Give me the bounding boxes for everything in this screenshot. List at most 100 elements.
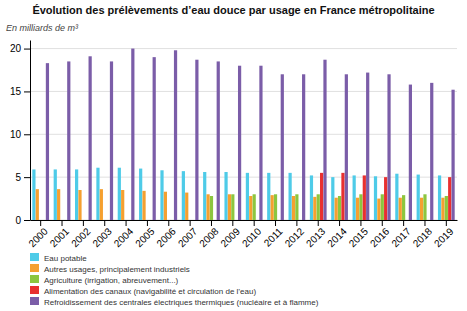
bar (402, 195, 405, 220)
bar (217, 61, 220, 220)
bar (277, 220, 280, 221)
y-axis-label: En milliards de m³ (6, 23, 79, 33)
bar (253, 194, 256, 220)
grid-line (30, 134, 457, 135)
x-tick-mark (147, 220, 148, 226)
bar (430, 83, 433, 220)
bars (32, 49, 454, 220)
bar (78, 190, 81, 220)
y-tick-mark (24, 177, 30, 178)
legend-label: Eau potable (44, 254, 87, 263)
x-tick-mark (126, 220, 127, 226)
bar (302, 74, 305, 220)
x-tick: 2012 (283, 220, 307, 249)
bar (203, 172, 206, 220)
bar (96, 168, 99, 220)
bar (224, 172, 227, 220)
chart-container: Évolution des prélèvements d’eau douce p… (0, 0, 467, 311)
legend-item: Eau potable (30, 253, 87, 263)
x-tick-label: 2008 (197, 225, 221, 249)
bar (128, 220, 131, 221)
x-tick-mark (446, 220, 447, 226)
bar (182, 171, 185, 220)
x-tick: 2004 (112, 220, 136, 249)
x-tick-mark (168, 220, 169, 226)
bar (338, 196, 341, 220)
bar (167, 220, 170, 221)
bar (107, 220, 110, 221)
x-tick-mark (104, 220, 105, 226)
x-tick-mark (211, 220, 212, 226)
chart-svg: Évolution des prélèvements d’eau douce p… (0, 0, 467, 311)
bar (238, 66, 241, 220)
legend-item: Agriculture (irrigation, abreuvement...) (30, 275, 179, 285)
y-tick-label: 5 (15, 172, 21, 183)
y-tick: 5 (15, 172, 30, 183)
legend-item: Autres usages, principalement industriel… (30, 264, 190, 274)
bar (451, 90, 454, 220)
x-tick-label: 2016 (368, 225, 392, 249)
x-tick-label: 2017 (389, 225, 413, 249)
bar (64, 220, 67, 221)
bar (259, 66, 262, 220)
bar (174, 50, 177, 220)
y-tick-mark (24, 91, 30, 92)
bar (85, 220, 88, 221)
bar (57, 189, 60, 220)
bar (381, 194, 384, 220)
x-tick-label: 2004 (112, 225, 136, 249)
bar (271, 195, 274, 220)
bar (121, 190, 124, 220)
grid-line (30, 91, 457, 92)
bar (235, 220, 238, 221)
bar (160, 170, 163, 220)
bar-series (46, 49, 455, 220)
bar (32, 169, 35, 220)
x-tick-mark (318, 220, 319, 226)
x-tick-mark (62, 220, 63, 226)
x-axis: 2000200120022003200420052006200720082009… (26, 220, 457, 249)
legend-label: Agriculture (irrigation, abreuvement...) (44, 276, 179, 285)
x-tick: 2005 (133, 220, 157, 249)
x-tick-label: 2006 (154, 225, 178, 249)
bar (149, 220, 152, 221)
bar (387, 74, 390, 220)
bar (67, 61, 70, 220)
x-tick-mark (190, 220, 191, 226)
x-tick: 2010 (240, 220, 264, 249)
bar (399, 198, 402, 220)
bar (164, 192, 167, 220)
x-tick-label: 2014 (325, 225, 349, 249)
x-tick: 2008 (197, 220, 221, 249)
x-tick-label: 2015 (347, 225, 371, 249)
x-tick-mark (296, 220, 297, 226)
bar (374, 176, 377, 220)
y-axis: 05101520 (10, 41, 31, 226)
bar-series (32, 168, 441, 220)
bar (131, 49, 134, 220)
x-tick: 2002 (69, 220, 93, 249)
bar (54, 169, 57, 220)
legend: Eau potableAutres usages, principalement… (30, 253, 319, 307)
bar (384, 177, 387, 220)
bar (195, 60, 198, 220)
x-tick-mark (403, 220, 404, 226)
x-tick: 2016 (368, 220, 392, 249)
bar (139, 169, 142, 220)
legend-label: Alimentation des canaux (navigabilité et… (44, 287, 256, 296)
x-tick-label: 2012 (283, 225, 307, 249)
bar (124, 220, 127, 221)
x-tick-mark (360, 220, 361, 226)
y-tick-mark (24, 134, 30, 135)
bar (317, 194, 320, 220)
bar (153, 57, 156, 220)
bar (46, 63, 49, 220)
x-tick: 2014 (325, 220, 349, 249)
x-tick-mark (232, 220, 233, 226)
x-tick-label: 2018 (411, 225, 435, 249)
bar (142, 191, 145, 220)
bar (356, 198, 359, 220)
x-tick-label: 2003 (90, 225, 114, 249)
bar (246, 173, 249, 220)
y-tick: 20 (10, 43, 30, 54)
